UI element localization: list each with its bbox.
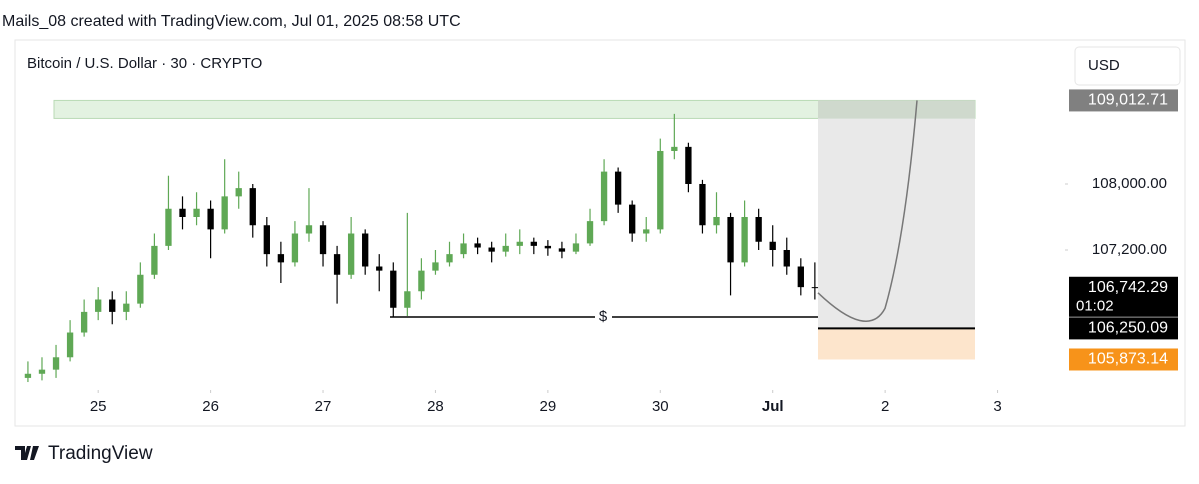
y-tick-label: 107,200.00 — [1092, 241, 1167, 258]
candle-body — [390, 270, 397, 308]
candle-body — [657, 150, 664, 230]
candle-body — [291, 233, 299, 263]
candle-body — [558, 248, 566, 252]
candle-body — [362, 233, 369, 267]
projection-curve — [817, 100, 918, 322]
price-label-countdown: 01:02 — [1076, 298, 1114, 315]
candle-body — [376, 266, 383, 271]
candle-body — [165, 208, 172, 246]
logo — [15, 446, 39, 460]
candle-body — [404, 291, 411, 308]
candle-body — [207, 208, 214, 230]
candle-body — [671, 146, 678, 151]
candle-body — [629, 204, 636, 234]
candle-body — [151, 245, 158, 275]
y-tick-label: 108,000.00 — [1092, 175, 1167, 192]
x-tick-label: 2 — [881, 398, 889, 415]
candle-body — [277, 254, 285, 263]
candle-body — [319, 225, 327, 255]
candle-body — [783, 250, 790, 267]
candle-body — [769, 241, 776, 251]
candle-body — [797, 266, 804, 288]
currency: USD — [1088, 57, 1120, 74]
candle-body — [713, 216, 720, 226]
candle-body — [530, 241, 537, 246]
candle-body — [137, 274, 144, 304]
candle-body — [727, 216, 734, 263]
x-tick-label: Jul — [762, 398, 784, 415]
candle-body — [614, 171, 622, 205]
x-tick-label: 28 — [427, 398, 444, 415]
candle-body — [474, 243, 481, 248]
candle-body — [600, 171, 608, 222]
candle-body — [263, 225, 270, 255]
candle-body — [80, 311, 88, 333]
candle-body — [586, 221, 594, 244]
candle-body — [460, 243, 467, 255]
candle-body — [446, 254, 453, 263]
candle-body — [699, 183, 706, 226]
x-tick-label: 27 — [315, 398, 332, 415]
candle-body — [755, 216, 762, 242]
candle-body — [66, 332, 74, 358]
x-tick-label: 3 — [993, 398, 1001, 415]
header: Mails_08 created with TradingView.com, J… — [2, 13, 461, 30]
candle-body — [193, 208, 200, 217]
candle-body — [643, 229, 650, 234]
candle-body — [123, 303, 130, 312]
projection-zone — [818, 100, 975, 329]
annotation: $ — [599, 308, 608, 325]
candle-body — [347, 233, 355, 275]
price-label-box — [1069, 348, 1178, 371]
candle-body — [52, 357, 60, 370]
x-tick-label: 25 — [90, 398, 107, 415]
candle-body — [432, 262, 439, 271]
chart-title: Bitcoin / U.S. Dollar · 30 · CRYPTO — [27, 55, 262, 72]
x-tick-label: 26 — [202, 398, 219, 415]
candle-body — [516, 241, 523, 246]
candle-body — [305, 225, 313, 234]
candle-body — [179, 208, 186, 217]
candle-body — [109, 299, 116, 312]
price-label: 105,873.14 — [1088, 351, 1168, 368]
currency-button[interactable] — [1074, 46, 1181, 86]
projection-zone-top — [818, 100, 975, 119]
candle-body — [249, 188, 256, 226]
footer-brand: TradingView — [48, 443, 153, 464]
candle-body — [38, 369, 46, 374]
candle-body — [544, 245, 552, 249]
candle-body — [95, 299, 102, 312]
candle-body — [572, 243, 580, 252]
price-label: 106,742.29 — [1088, 279, 1168, 296]
target-zone — [818, 328, 975, 360]
candle-body — [685, 146, 692, 184]
candle-body — [235, 188, 242, 197]
candle-body — [24, 373, 32, 378]
price-label: 106,250.09 — [1088, 320, 1168, 337]
candle-body — [811, 287, 819, 289]
candle-body — [333, 254, 341, 275]
price-label-box — [1069, 276, 1178, 317]
chart-frame — [14, 39, 1186, 427]
candle-body — [418, 270, 425, 292]
candle-body — [502, 245, 509, 252]
x-tick-label: 30 — [652, 398, 669, 415]
candle-body — [741, 216, 748, 263]
candle-body — [488, 247, 495, 252]
x-tick-label: 29 — [540, 398, 557, 415]
price-label-box — [1069, 89, 1178, 112]
price-label: 109,012.71 — [1088, 92, 1168, 109]
price-label-box — [1069, 317, 1178, 340]
candle-body — [221, 196, 228, 230]
